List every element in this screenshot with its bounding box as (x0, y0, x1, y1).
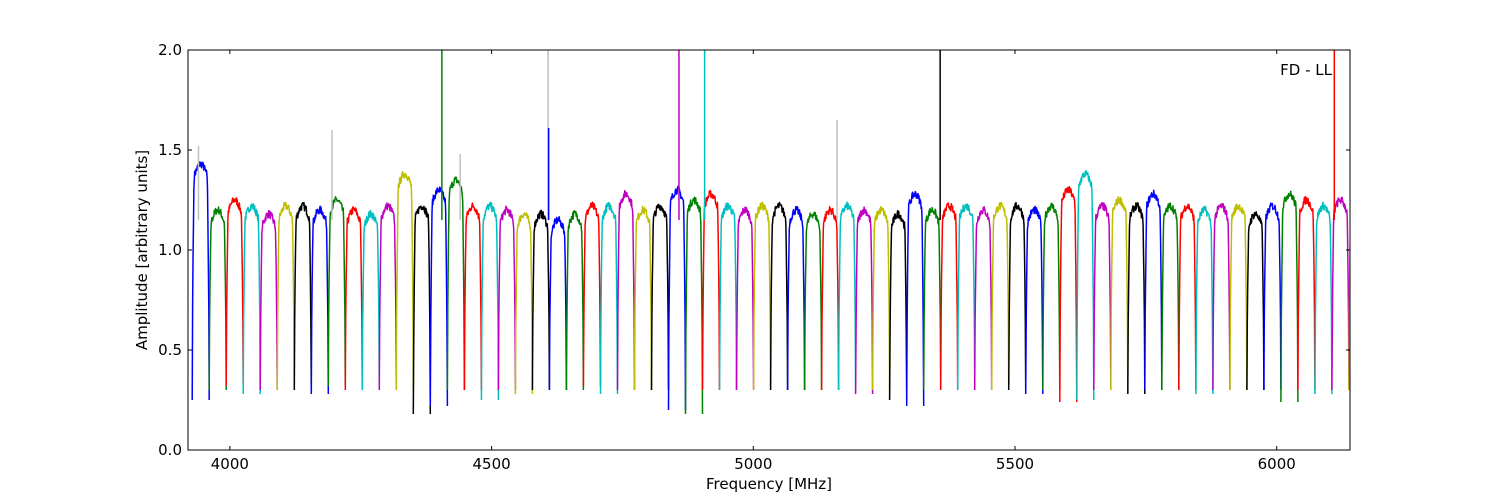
x-tick-label: 5000 (734, 455, 772, 473)
band-segment-52 (1059, 185, 1078, 403)
x-tick-label: 5500 (996, 455, 1034, 473)
band-segment-41 (871, 206, 891, 391)
x-axis-label: Frequency [MHz] (706, 475, 832, 493)
band-segment-51 (1042, 202, 1061, 391)
y-tick-label: 0.0 (158, 441, 182, 459)
x-tick-label: 6000 (1258, 455, 1296, 473)
y-tick-label: 1.0 (158, 241, 182, 259)
band-segment-62 (1229, 203, 1248, 391)
band-segment-45 (939, 202, 959, 391)
x-tick-label: 4500 (472, 455, 510, 473)
band-segment-29 (667, 185, 687, 411)
band-segment-46 (956, 203, 976, 391)
band-segment-58 (1161, 202, 1180, 391)
y-tick-label: 1.5 (158, 141, 182, 159)
band-segment-36 (786, 205, 806, 391)
band-segment-66 (1297, 196, 1316, 391)
band-segment-30 (684, 196, 704, 415)
band-segment-3 (225, 197, 244, 387)
band-segment-6 (276, 201, 296, 391)
band-segment-34 (752, 201, 772, 391)
band-segment-48 (990, 201, 1010, 391)
band-segment-61 (1212, 202, 1231, 391)
band-segment-2 (208, 206, 227, 391)
y-tick-label: 2.0 (158, 41, 182, 59)
band-segment-19 (497, 205, 517, 391)
band-segment-44 (922, 206, 942, 391)
band-segment-50 (1024, 205, 1044, 395)
band-segment-40 (854, 206, 874, 395)
band-segment-42 (888, 209, 908, 401)
band-segment-47 (973, 206, 993, 391)
band-segment-12 (378, 202, 398, 391)
y-axis-label: Amplitude [arbitrary units] (133, 150, 151, 350)
band-segment-59 (1178, 203, 1197, 391)
annotation-fd-ll: FD - LL (1280, 61, 1332, 79)
band-segment-35 (769, 201, 789, 391)
band-segment-56 (1127, 201, 1146, 395)
band-segment-1 (191, 161, 210, 401)
band-segment-16 (446, 176, 466, 391)
band-segment-10 (344, 206, 364, 391)
band-segment-5 (259, 209, 278, 391)
ticks-layer: 4000 4500 5000 5500 6000 0.0 0.5 1.0 1.5 2.0 (158, 41, 1350, 473)
band-segment-18 (480, 201, 500, 401)
band-segment-27 (633, 205, 653, 391)
band-segment-64 (1263, 202, 1282, 391)
band-segment-65 (1280, 190, 1299, 403)
band-segment-53 (1076, 170, 1095, 401)
band-segment-22 (548, 215, 568, 391)
band-segment-14 (412, 205, 432, 415)
band-segment-55 (1110, 196, 1129, 391)
band-segment-49 (1007, 201, 1027, 391)
band-segment-54 (1093, 202, 1112, 391)
band-segment-4 (242, 203, 261, 395)
band-segment-11 (361, 209, 381, 391)
band-segment-25 (599, 201, 619, 395)
band-segment-7 (293, 201, 313, 391)
series-layer (191, 50, 1350, 415)
band-segment-21 (531, 209, 551, 391)
band-segment-67 (1314, 201, 1333, 395)
band-segment-9 (327, 196, 347, 387)
y-tick-label: 0.5 (158, 341, 182, 359)
band-segment-39 (837, 201, 857, 391)
band-segment-8 (310, 205, 330, 395)
band-segment-24 (582, 201, 602, 387)
band-segment-20 (514, 212, 534, 395)
band-segment-26 (616, 190, 636, 391)
band-segment-37 (803, 211, 823, 391)
band-segment-33 (735, 206, 755, 391)
band-segment-32 (718, 202, 738, 391)
band-segment-43 (905, 190, 925, 407)
band-segment-23 (565, 210, 585, 391)
band-segment-13 (395, 171, 415, 391)
band-segment-15 (429, 186, 449, 407)
band-segment-38 (820, 206, 840, 391)
band-segment-17 (463, 202, 483, 391)
band-segment-63 (1246, 211, 1265, 391)
band-segment-60 (1195, 205, 1214, 395)
x-tick-label: 4000 (211, 455, 249, 473)
band-segment-57 (1144, 189, 1163, 391)
band-segment-28 (650, 203, 670, 391)
